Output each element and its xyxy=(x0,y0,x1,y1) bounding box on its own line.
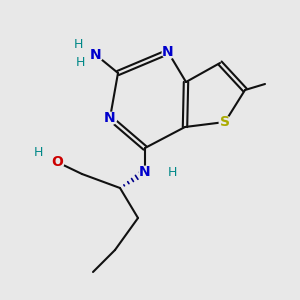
Text: S: S xyxy=(220,115,230,129)
Text: H: H xyxy=(167,166,177,178)
Text: H: H xyxy=(73,38,83,52)
Text: H: H xyxy=(33,146,43,158)
Text: N: N xyxy=(162,45,174,59)
Text: O: O xyxy=(51,155,63,169)
Text: N: N xyxy=(104,111,116,125)
Text: N: N xyxy=(139,165,151,179)
Text: H: H xyxy=(75,56,85,70)
Text: N: N xyxy=(90,48,102,62)
